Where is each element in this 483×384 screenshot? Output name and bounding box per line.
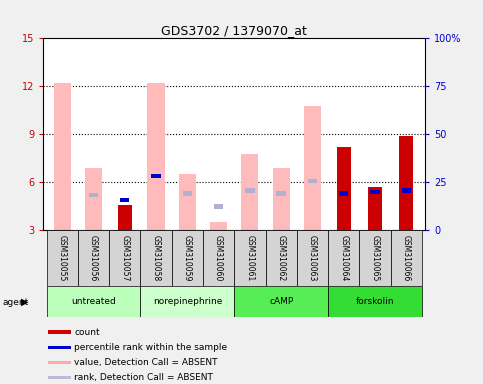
Bar	[89, 193, 98, 197]
Bar	[399, 136, 413, 230]
Text: ▶: ▶	[21, 297, 28, 307]
Bar	[118, 205, 132, 230]
Bar	[203, 230, 234, 286]
Bar	[391, 230, 422, 286]
Bar	[328, 286, 422, 317]
Text: value, Detection Call = ABSENT: value, Detection Call = ABSENT	[74, 358, 218, 367]
Text: count: count	[74, 328, 100, 336]
Bar	[141, 230, 171, 286]
Bar	[359, 230, 391, 286]
Text: GSM310058: GSM310058	[152, 235, 160, 281]
Bar	[272, 168, 290, 230]
Text: GSM310060: GSM310060	[214, 235, 223, 281]
Bar	[339, 191, 348, 196]
Bar	[179, 174, 196, 230]
Bar	[308, 179, 317, 183]
Bar	[46, 286, 141, 317]
Text: rank, Detection Call = ABSENT: rank, Detection Call = ABSENT	[74, 373, 213, 382]
Bar	[297, 230, 328, 286]
Text: agent: agent	[2, 298, 28, 307]
Bar	[210, 222, 227, 230]
Bar	[245, 188, 255, 193]
Bar	[234, 230, 266, 286]
Text: cAMP: cAMP	[269, 297, 293, 306]
Text: GSM310055: GSM310055	[58, 235, 67, 281]
Text: GSM310064: GSM310064	[339, 235, 348, 281]
Text: untreated: untreated	[71, 297, 116, 306]
Bar	[401, 188, 411, 193]
Bar	[147, 83, 165, 230]
Text: GSM310061: GSM310061	[245, 235, 255, 281]
Text: GSM310059: GSM310059	[183, 235, 192, 281]
Bar	[109, 230, 141, 286]
Bar	[276, 191, 286, 196]
Title: GDS3702 / 1379070_at: GDS3702 / 1379070_at	[161, 24, 307, 37]
Text: GSM310063: GSM310063	[308, 235, 317, 281]
Bar	[171, 230, 203, 286]
Bar	[304, 106, 321, 230]
Text: GSM310066: GSM310066	[402, 235, 411, 281]
Bar	[141, 286, 234, 317]
Bar	[151, 174, 161, 178]
Bar	[120, 198, 129, 202]
Bar	[46, 230, 78, 286]
Bar	[48, 346, 71, 349]
Bar	[54, 83, 71, 230]
Bar	[242, 154, 258, 230]
Bar	[328, 230, 359, 286]
Text: GSM310056: GSM310056	[89, 235, 98, 281]
Bar	[48, 361, 71, 364]
Bar	[368, 187, 382, 230]
Bar	[234, 286, 328, 317]
Bar	[78, 230, 109, 286]
Text: GSM310065: GSM310065	[370, 235, 380, 281]
Bar	[183, 191, 192, 196]
Text: GSM310057: GSM310057	[120, 235, 129, 281]
Text: percentile rank within the sample: percentile rank within the sample	[74, 343, 227, 352]
Bar	[48, 376, 71, 379]
Bar	[214, 204, 223, 209]
Bar	[266, 230, 297, 286]
Bar	[370, 190, 380, 194]
Text: norepinephrine: norepinephrine	[153, 297, 222, 306]
Bar	[48, 330, 71, 334]
Text: GSM310062: GSM310062	[277, 235, 285, 281]
Bar	[85, 168, 102, 230]
Bar	[337, 147, 351, 230]
Text: forskolin: forskolin	[356, 297, 394, 306]
